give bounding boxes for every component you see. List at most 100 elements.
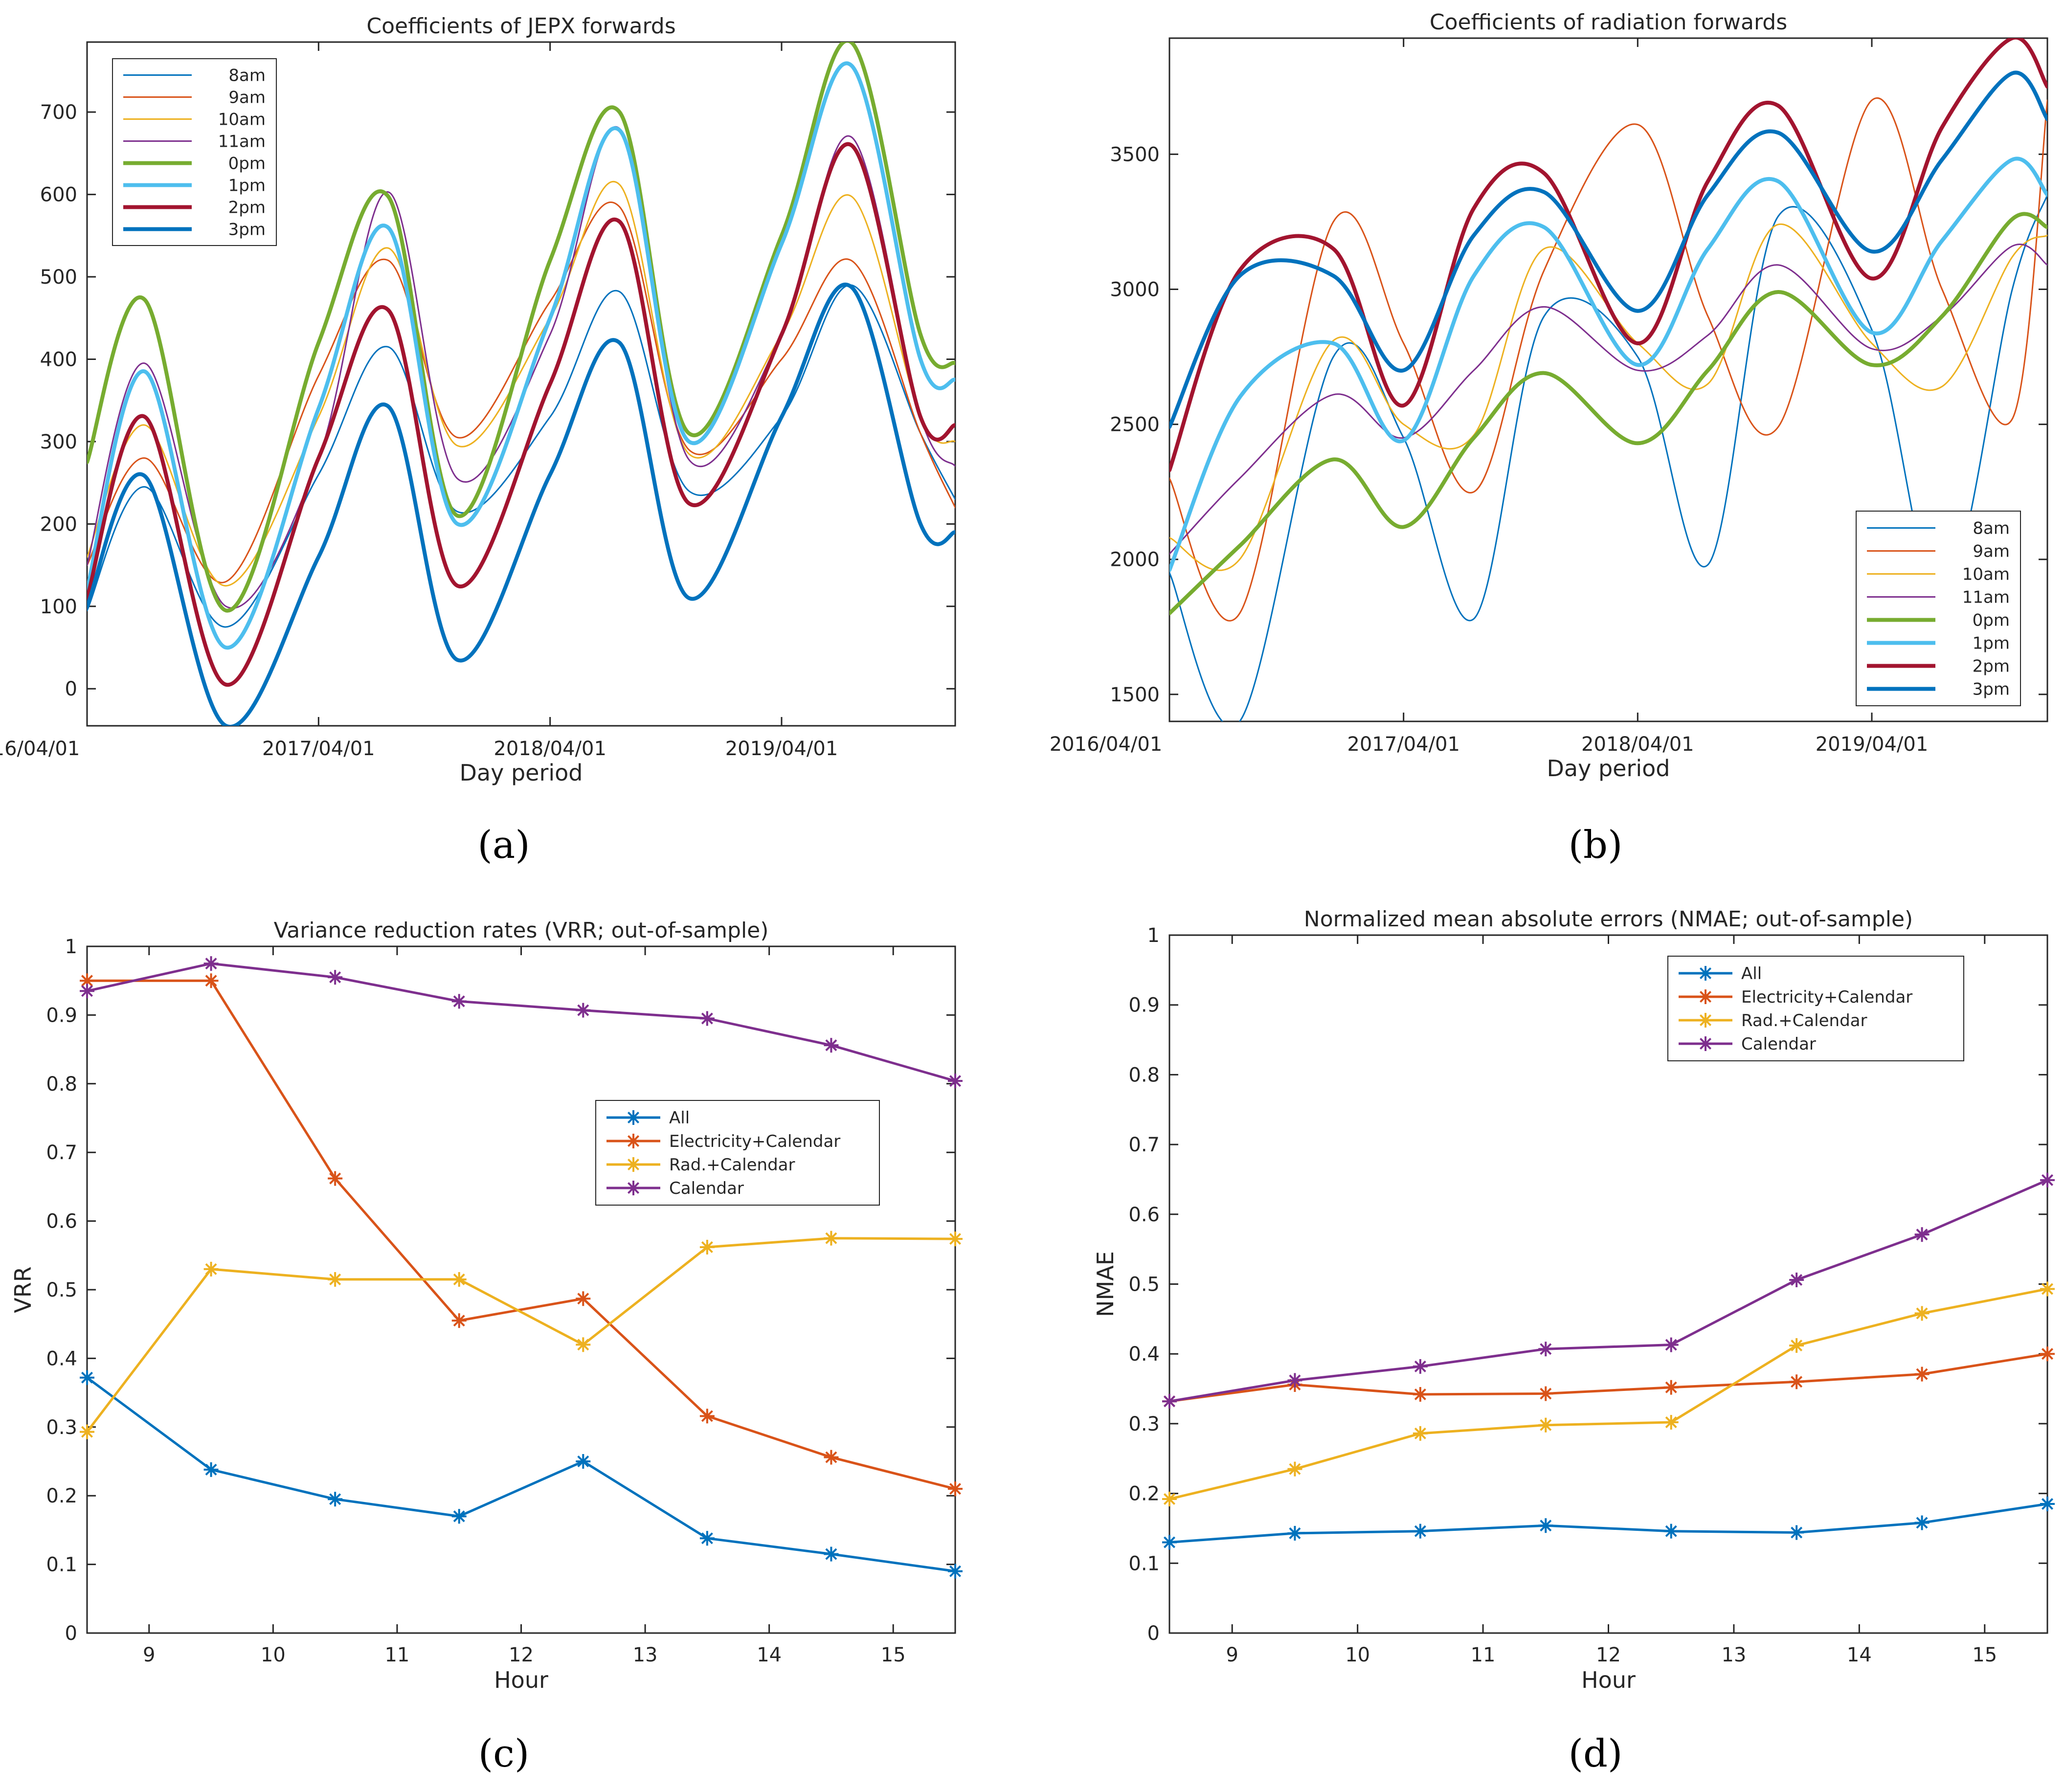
x-tick-label: 12 (1596, 1644, 1621, 1666)
series-calendar-point (1914, 1227, 1930, 1242)
series-all-point-stroke (453, 1510, 465, 1523)
y-tick-label: 0.7 (46, 1142, 77, 1164)
y-tick-label: 1 (1147, 924, 1160, 947)
caption-b: (b) (1569, 823, 1623, 867)
series-all-point (576, 1454, 591, 1469)
legend-marker (626, 1134, 641, 1148)
series-all-line (87, 1376, 955, 1573)
legend-marker-stroke (627, 1111, 640, 1124)
legend: 8am 9am 10am 11am 0pm 1pm 2pm 3pm (1856, 511, 2021, 706)
series-all-line (1169, 1502, 2047, 1544)
legend-label: 2pm (228, 198, 266, 218)
y-tick-label: 2000 (1110, 549, 1160, 571)
series-calendar-point (80, 984, 94, 999)
series-all-point (2040, 1497, 2055, 1512)
series-11am-line (87, 126, 955, 609)
series-rad-calendar-point (824, 1231, 839, 1246)
y-tick-label: 0.5 (1128, 1274, 1160, 1296)
x-tick-label: 11 (384, 1644, 409, 1666)
series-rad-calendar-point (1789, 1338, 1804, 1353)
legend-box (1856, 511, 2021, 706)
legend-marker (626, 1110, 641, 1125)
y-tick-label: 100 (40, 596, 77, 618)
series-all-point-stroke (329, 1493, 341, 1505)
series-calendar-point-stroke (825, 1039, 837, 1052)
series-rad-calendar-point (203, 1261, 219, 1277)
legend-box (112, 58, 277, 246)
series-all-point-stroke (577, 1455, 589, 1468)
series-calendar-point-stroke (1289, 1374, 1301, 1387)
series-all-point-stroke (1665, 1525, 1677, 1537)
series-electricity-calendar-point-stroke (1540, 1388, 1552, 1400)
y-tick-label: 0.3 (46, 1416, 77, 1439)
series-calendar-point (824, 1038, 839, 1053)
series-group (1169, 1179, 2047, 1544)
legend-marker-stroke (1699, 1014, 1712, 1027)
x-tick-label: 15 (881, 1644, 906, 1666)
series-all-point (824, 1546, 839, 1562)
caption-d: (d) (1569, 1732, 1623, 1776)
y-tick-label: 200 (40, 513, 77, 536)
y-tick-label: 1 (65, 936, 77, 958)
x-tick-label: 9 (1226, 1644, 1238, 1666)
series-electricity-calendar-point (203, 973, 219, 988)
x-tick-label: 2017/04/01 (1347, 733, 1460, 756)
series-calendar-point-stroke (205, 958, 217, 970)
x-tick-label: 2019/04/01 (1816, 733, 1929, 756)
series-electricity-calendar-point-stroke (1414, 1388, 1426, 1400)
series-all-point (328, 1492, 343, 1507)
x-tick-label: 2016/04/01 (0, 738, 80, 760)
y-tick-label: 0.5 (46, 1279, 77, 1301)
series-calendar-line (1169, 1179, 2047, 1403)
series-electricity-calendar-point-stroke (81, 975, 93, 987)
legend-label: Rad.+Calendar (669, 1155, 795, 1175)
legend-marker (626, 1157, 641, 1172)
series-calendar-point (451, 994, 467, 1009)
series-electricity-calendar-point (1914, 1366, 1930, 1382)
legend-label: 8am (1973, 519, 2010, 538)
series-rad-calendar-line (1169, 1288, 2047, 1501)
series-rad-calendar-point (1538, 1417, 1553, 1433)
legend-marker (1698, 1013, 1713, 1028)
y-tick-label: 1500 (1110, 684, 1160, 706)
series-electricity-calendar-point (1413, 1387, 1428, 1402)
series-all-point-stroke (1791, 1526, 1803, 1539)
series-2pm-line (87, 142, 955, 687)
series-calendar-point (1413, 1359, 1428, 1374)
series-rad-calendar-point (328, 1272, 343, 1287)
series-all-point (699, 1531, 715, 1546)
y-tick-label: 3500 (1110, 143, 1160, 166)
x-tick-label: 10 (261, 1644, 286, 1666)
x-tick-label: 2018/04/01 (1581, 733, 1694, 756)
y-tick-label: 500 (40, 266, 77, 289)
legend-marker-stroke (627, 1158, 640, 1171)
legend-label: 1pm (228, 176, 266, 196)
series-calendar-point-stroke (1791, 1274, 1803, 1286)
series-rad-calendar-point (1413, 1426, 1428, 1441)
series-8am-line (87, 284, 955, 628)
y-tick-label: 400 (40, 348, 77, 371)
series-calendar-point (1162, 1394, 1177, 1409)
series-calendar-point-stroke (1414, 1360, 1426, 1372)
caption-c: (c) (478, 1732, 530, 1776)
x-tick-label: 2019/04/01 (725, 738, 838, 760)
legend-label: Rad.+Calendar (1741, 1011, 1867, 1030)
legend-label: Calendar (669, 1179, 744, 1198)
series-electricity-calendar-point-stroke (1916, 1368, 1928, 1380)
series-calendar-point (328, 970, 343, 985)
y-tick-label: 0.4 (46, 1347, 77, 1370)
legend-label: 1pm (1973, 634, 2010, 653)
series-3pm-line (1169, 70, 2047, 429)
legend-label: 3pm (228, 220, 266, 240)
series-all-point-stroke (2041, 1498, 2054, 1510)
series-all-point (1538, 1518, 1553, 1533)
series-calendar-point-stroke (949, 1075, 962, 1087)
x-tick-label: 14 (1847, 1644, 1872, 1666)
y-tick-label: 0.3 (1128, 1413, 1160, 1435)
legend: All Electricity+Calendar Rad.+Calendar Cale… (1667, 956, 1964, 1061)
series-all-point (451, 1509, 467, 1524)
y-tick-label: 0 (65, 1622, 77, 1645)
y-tick-label: 3000 (1110, 279, 1160, 301)
series-1pm-line (1169, 157, 2047, 572)
x-axis-label: Hour (494, 1667, 548, 1693)
